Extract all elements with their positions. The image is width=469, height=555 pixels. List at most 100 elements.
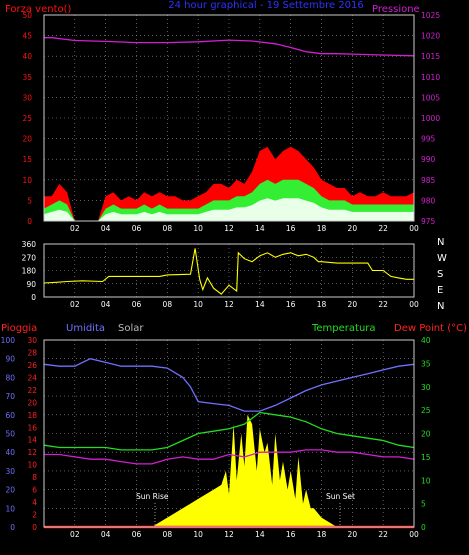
left-tick-label: 45 [22, 32, 32, 41]
left-tick-label: 270 [22, 253, 37, 262]
left-tick-label: 5 [27, 196, 32, 205]
left-tick-label: 20 [22, 135, 32, 144]
x-tick-label: 06 [132, 530, 142, 539]
x-tick-label: 04 [101, 300, 111, 309]
compass-label: N [437, 301, 444, 312]
temperature-tick-label: 10 [421, 476, 431, 485]
x-tick-label: 20 [348, 224, 358, 233]
rain-tick-label: 18 [27, 411, 37, 420]
x-tick-label: 18 [317, 530, 327, 539]
wind-axis-label: Forza vento() [5, 4, 72, 15]
humidity-tick-label: 40 [5, 448, 15, 457]
right-tick-label: 985 [421, 176, 436, 185]
x-tick-label: 16 [286, 530, 296, 539]
temperature-axis-label: Temperatura [311, 323, 376, 334]
rain-tick-label: 8 [32, 473, 37, 482]
x-tick-label: 02 [70, 300, 80, 309]
temperature-tick-label: 30 [421, 383, 431, 392]
x-tick-label: 10 [193, 300, 203, 309]
rain-tick-label: 22 [27, 386, 37, 395]
right-tick-label: 990 [421, 155, 436, 164]
humidity-tick-label: 20 [5, 486, 15, 495]
rain-tick-label: 30 [27, 336, 37, 345]
temperature-tick-label: 25 [421, 406, 431, 415]
pressure-axis-label: Pressione [372, 4, 420, 15]
humidity-tick-label: 90 [5, 355, 15, 364]
rain-tick-label: 26 [27, 361, 37, 370]
temperature-line [43, 411, 415, 451]
x-tick-label: 06 [132, 224, 142, 233]
temperature-tick-label: 5 [421, 500, 426, 509]
left-tick-label: 50 [22, 11, 32, 20]
x-tick-label: 12 [224, 300, 234, 309]
right-tick-label: 1010 [421, 73, 440, 82]
plot-frame [43, 14, 415, 222]
left-tick-label: 0 [27, 217, 32, 226]
x-tick-label: 10 [193, 530, 203, 539]
x-tick-label: 16 [286, 224, 296, 233]
rain-tick-label: 10 [27, 461, 37, 470]
temperature-tick-label: 15 [421, 453, 431, 462]
temperature-tick-label: 0 [421, 523, 426, 532]
right-tick-label: 980 [421, 196, 436, 205]
right-tick-label: 995 [421, 135, 436, 144]
humidity-axis-label: Umidita [66, 323, 105, 334]
humidity-tick-label: 60 [5, 411, 15, 420]
x-tick-label: 10 [193, 224, 203, 233]
x-tick-label: 22 [378, 224, 388, 233]
x-tick-label: 18 [317, 300, 327, 309]
sun-rise-annotation: Sun Rise [136, 492, 169, 501]
wind-pressure-panel: 02 04 06 08 10 12 14 16 18 20 22 000510152025303540… [22, 11, 440, 233]
x-tick-label: 20 [348, 300, 358, 309]
x-tick-label: 00 [409, 300, 419, 309]
humidity-tick-label: 30 [5, 467, 15, 476]
x-tick-label: 14 [255, 224, 265, 233]
humidity-tick-label: 0 [10, 523, 15, 532]
right-tick-label: 1000 [421, 114, 440, 123]
left-tick-label: 360 [22, 240, 37, 249]
compass-label: E [437, 285, 443, 296]
humidity-tick-label: 80 [5, 373, 15, 382]
left-tick-label: 180 [22, 267, 37, 276]
rain-tick-label: 14 [27, 436, 37, 445]
pressure-line [44, 37, 415, 57]
x-tick-label: 20 [348, 530, 358, 539]
humidity-tick-label: 10 [5, 504, 15, 513]
rain-tick-label: 0 [32, 523, 37, 532]
left-tick-label: 90 [26, 280, 36, 289]
temperature-tick-label: 20 [421, 430, 431, 439]
x-tick-label: 00 [409, 224, 419, 233]
x-tick-label: 04 [101, 224, 111, 233]
rain-tick-label: 24 [27, 373, 37, 382]
x-tick-label: 04 [101, 530, 111, 539]
right-tick-label: 1015 [421, 52, 440, 61]
x-tick-label: 02 [70, 224, 80, 233]
rain-tick-label: 12 [27, 448, 37, 457]
right-tick-label: 975 [421, 217, 436, 226]
x-tick-label: 14 [255, 530, 265, 539]
left-tick-label: 0 [31, 293, 36, 302]
rain-axis-label: Pioggia [1, 323, 37, 334]
dewpoint-line [44, 449, 415, 465]
chart-title: 24 hour graphical - 19 Settembre 2016 [168, 0, 364, 11]
rain-tick-label: 2 [32, 511, 37, 520]
solar-area [151, 414, 337, 527]
dewpoint-axis-label: Dew Point (°C) [394, 323, 467, 334]
rain-tick-label: 4 [32, 498, 37, 507]
x-tick-label: 22 [378, 530, 388, 539]
temperature-tick-label: 35 [421, 359, 431, 368]
plot-frame [43, 339, 415, 528]
x-tick-label: 14 [255, 300, 265, 309]
humidity-tick-label: 100 [1, 336, 16, 345]
right-tick-label: 1005 [421, 93, 440, 102]
compass-label: S [437, 269, 443, 280]
humidity-tick-label: 70 [5, 392, 15, 401]
compass-label: W [437, 253, 447, 264]
x-tick-label: 18 [317, 224, 327, 233]
x-tick-label: 08 [163, 300, 173, 309]
left-tick-label: 40 [22, 52, 32, 61]
rain-tick-label: 6 [32, 486, 37, 495]
left-tick-label: 10 [22, 176, 32, 185]
rain-tick-label: 20 [27, 398, 37, 407]
